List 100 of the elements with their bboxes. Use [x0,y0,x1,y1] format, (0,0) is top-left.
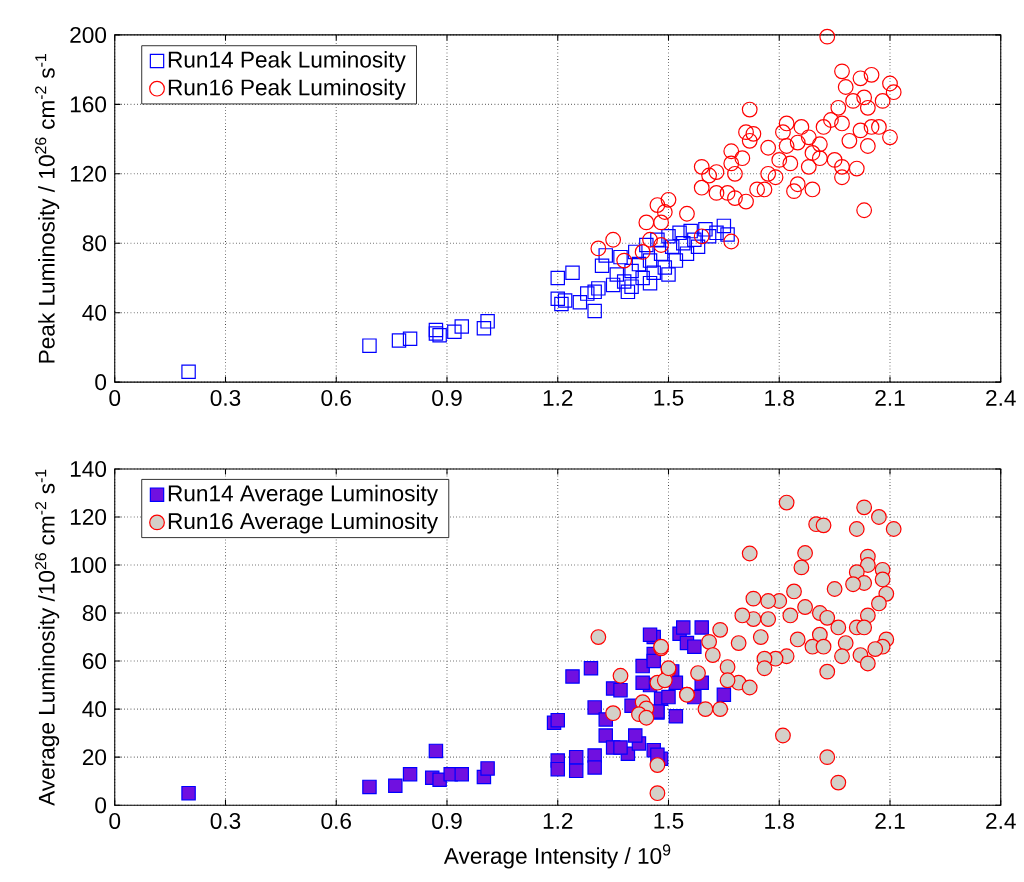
point [181,364,196,379]
y-axis-title: Average Luminosity /10$^{26}$ cm$^{-2}$ s$^{-1}$ [35,469,60,806]
point [447,324,462,340]
point [550,291,565,307]
x-tick-label: 0.9 [432,389,462,406]
point [454,319,470,334]
x-tick-label: 2.1 [875,812,905,829]
point [668,709,684,724]
x-tick-label: 1.5 [654,389,684,406]
x-tick-label: 1.8 [765,812,794,829]
legend-label: Run14 Peak Luminosity [168,51,406,73]
point [557,293,573,308]
x-tick-label: 0.3 [210,812,241,829]
point [716,687,732,702]
point [181,785,196,801]
point [391,333,407,348]
point [580,286,595,301]
point [565,669,580,684]
point [646,653,661,669]
y-tick-label: 20 [82,749,107,766]
point [676,620,691,635]
point [635,675,650,690]
point [554,296,569,312]
x-tick-label: 1.2 [543,389,573,406]
point [657,260,673,275]
y-tick-label: 0 [95,374,107,391]
point [676,235,691,251]
point [594,258,610,274]
x-tick-label: 0.6 [321,389,351,406]
point [631,256,647,272]
x-tick-label: 1.8 [765,389,794,406]
y-axis-title: Peak Luminosity / 10$^{26}$ cm$^{-2}$ s$^{-1}$ [35,54,60,363]
legend-label: Run16 Average Luminosity [168,512,439,534]
point [550,712,565,728]
point [624,279,639,294]
point [587,284,602,300]
point [642,275,658,291]
point [388,778,403,793]
point [613,682,628,698]
point [480,314,495,329]
point [476,321,492,336]
legend-label: Run14 Average Luminosity [168,484,439,506]
point [624,263,639,279]
point [587,303,602,319]
point [613,740,628,755]
point [683,223,698,239]
point [661,229,676,244]
y-tick-label: 120 [70,165,107,182]
point [480,761,495,776]
point [694,620,709,635]
y-tick-label: 0 [95,797,107,814]
point [642,627,658,642]
x-tick-label: 2.4 [986,812,1016,829]
point [642,253,658,268]
point [362,779,377,795]
point [583,661,599,676]
y-tick-label: 100 [70,556,107,574]
point [620,284,636,300]
point [591,281,606,296]
y-tick-label: 160 [70,96,107,113]
x-tick-label: 2.4 [986,389,1016,406]
y-tick-label: 80 [82,235,107,252]
point [616,274,632,289]
point [646,265,661,280]
point [661,689,676,705]
point [598,728,613,743]
point [550,270,565,286]
point [568,749,584,765]
point [454,766,470,782]
legend-label: Run16 Peak Luminosity [168,78,406,100]
point [609,267,625,282]
point [428,326,444,341]
point [709,225,724,241]
point [628,728,643,743]
x-tick-label: 0 [109,812,121,829]
y-tick-label: 40 [82,304,107,321]
point [672,225,687,241]
point [428,322,444,338]
y-tick-label: 80 [82,605,107,622]
point [550,761,565,777]
point [432,328,447,343]
y-tick-label: 60 [82,653,107,670]
x-tick-label: 1.5 [654,812,684,829]
x-tick-label: 2.1 [875,389,905,406]
point [687,639,702,654]
point [679,246,695,261]
point [605,277,621,293]
x-tick-label: 1.2 [543,812,573,829]
x-tick-label: 0.9 [432,812,462,829]
y-tick-label: 140 [70,460,107,477]
point [428,743,444,759]
y-tick-label: 120 [70,508,107,525]
point [587,700,602,715]
point [635,270,650,286]
point [668,253,684,268]
y-tick-label: 40 [82,701,107,718]
x-axis-title: Average Intensity / 10$^{9}$ [443,844,671,869]
point [661,267,676,282]
point [362,338,377,353]
point [572,295,588,310]
